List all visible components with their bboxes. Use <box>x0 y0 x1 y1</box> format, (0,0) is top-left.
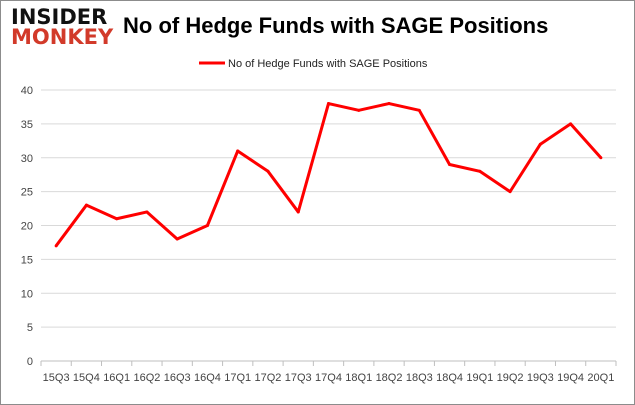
x-tick-label: 16Q4 <box>194 372 221 384</box>
x-tick-label: 18Q1 <box>345 372 372 384</box>
x-tick-label: 16Q2 <box>133 372 160 384</box>
x-tick-label: 16Q1 <box>103 372 130 384</box>
data-point <box>478 169 482 173</box>
logo-line2: MONKEY <box>11 25 114 49</box>
y-tick-label: 35 <box>21 119 33 131</box>
data-point <box>54 244 58 248</box>
x-tick-label: 19Q1 <box>466 372 493 384</box>
data-point <box>538 142 542 146</box>
data-point <box>357 108 361 112</box>
y-tick-label: 40 <box>21 85 33 97</box>
data-point <box>84 203 88 207</box>
x-tick-label: 15Q4 <box>73 372 100 384</box>
data-point <box>236 149 240 153</box>
y-tick-label: 30 <box>21 153 33 165</box>
x-tick-label: 16Q3 <box>164 372 191 384</box>
data-point <box>387 102 391 106</box>
data-point <box>327 102 330 106</box>
data-point <box>569 122 573 126</box>
x-tick-label: 20Q1 <box>587 372 614 384</box>
legend-label: No of Hedge Funds with SAGE Positions <box>228 58 428 70</box>
x-tick-label: 18Q3 <box>406 372 433 384</box>
x-tick-label: 17Q3 <box>285 372 312 384</box>
x-tick-label: 17Q2 <box>255 372 282 384</box>
y-tick-label: 5 <box>27 322 33 334</box>
y-tick-label: 20 <box>21 221 33 233</box>
data-point <box>448 163 452 167</box>
insider-monkey-logo: INSIDER MONKEY <box>11 5 119 49</box>
x-tick-label: 18Q4 <box>436 372 463 384</box>
data-point <box>508 190 512 194</box>
x-tick-label: 19Q3 <box>527 372 554 384</box>
x-tick-label: 19Q4 <box>557 372 584 384</box>
x-tick-label: 18Q2 <box>376 372 403 384</box>
data-point <box>175 237 179 241</box>
data-point <box>417 108 421 112</box>
data-point <box>266 169 270 173</box>
data-point <box>115 217 119 221</box>
x-tick-label: 15Q3 <box>43 372 70 384</box>
x-tick-label: 19Q2 <box>497 372 524 384</box>
data-point <box>296 210 300 214</box>
data-point <box>145 210 149 214</box>
y-tick-label: 25 <box>21 187 33 199</box>
y-tick-label: 15 <box>21 254 33 266</box>
chart-title: No of Hedge Funds with SAGE Positions <box>123 13 549 38</box>
data-point <box>205 224 209 227</box>
x-tick-label: 17Q4 <box>315 372 342 384</box>
data-point <box>599 156 603 160</box>
y-tick-label: 0 <box>27 356 33 368</box>
x-tick-label: 17Q1 <box>224 372 251 384</box>
y-tick-label: 10 <box>21 288 33 300</box>
series-line <box>54 102 602 247</box>
logo-line1: INSIDER <box>11 5 108 29</box>
